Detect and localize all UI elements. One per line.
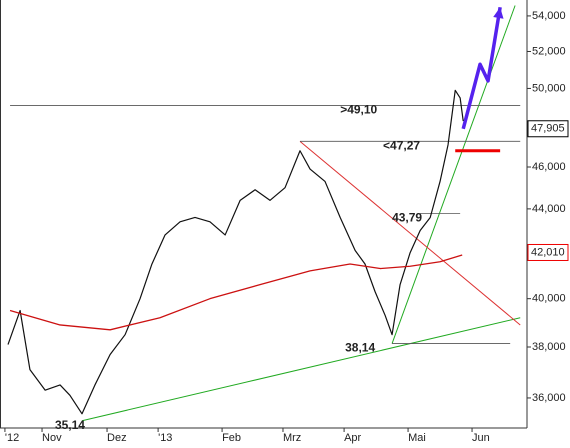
price-line (7, 89, 464, 415)
x-tick-label: Nov (42, 432, 62, 444)
price-marker-label: 42,010 (531, 246, 565, 258)
annotation: 43,79 (392, 211, 422, 225)
x-tick-label: '12 (5, 432, 19, 444)
y-tick-label: 44,000 (532, 203, 566, 215)
trend-line (299, 140, 521, 326)
y-tick-label: 36,000 (532, 392, 566, 404)
trend-line (81, 317, 521, 422)
annotation: 38,14 (345, 341, 375, 355)
arrow-head (493, 7, 504, 19)
y-tick-label: 54,000 (532, 10, 566, 22)
x-tick-label: Apr (344, 432, 361, 444)
annotation: >49,10 (340, 103, 377, 117)
price-line (9, 254, 463, 331)
x-tick-label: Jun (472, 432, 490, 444)
y-tick-label: 38,000 (532, 341, 566, 353)
y-tick-label: 52,000 (532, 45, 566, 57)
price-marker-box (527, 120, 569, 138)
y-tick-label: 46,000 (532, 161, 566, 173)
price-marker-label: 47,905 (531, 123, 565, 135)
y-tick-label: 50,000 (532, 82, 566, 94)
trend-line (461, 6, 502, 130)
y-tick-label: 40,000 (532, 293, 566, 305)
price-marker-box (527, 243, 569, 261)
x-tick-label: '13 (158, 432, 172, 444)
annotation: <47,27 (383, 139, 420, 153)
trend-line (391, 5, 516, 344)
x-tick-label: Mai (408, 432, 426, 444)
annotation: 35,14 (55, 418, 85, 432)
x-tick-label: Mrz (283, 432, 301, 444)
x-tick-label: Feb (222, 432, 241, 444)
x-tick-label: Dez (107, 432, 127, 444)
